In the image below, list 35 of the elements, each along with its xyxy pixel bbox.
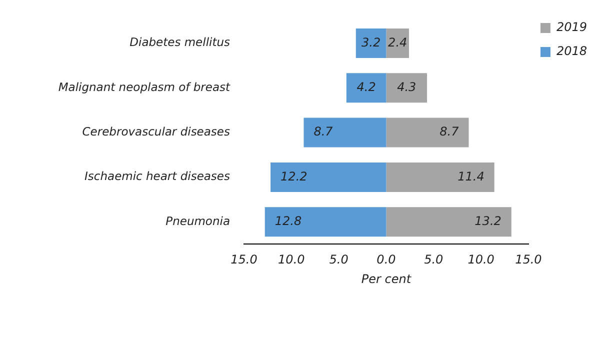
- x-tick-label: 5.0: [329, 252, 349, 267]
- x-tick-label: 0.0: [376, 252, 396, 267]
- data-label: 3.2: [362, 35, 381, 50]
- bar: [386, 207, 512, 237]
- bar: [304, 118, 386, 148]
- bar: [270, 162, 386, 192]
- y-tick-label: Pneumonia: [166, 214, 230, 228]
- bar: [386, 162, 494, 192]
- x-tick-label: 15.0: [230, 252, 258, 267]
- data-label: 8.7: [440, 124, 460, 139]
- data-label: 8.7: [314, 124, 334, 139]
- data-label: 13.2: [474, 214, 502, 228]
- data-label: 2.4: [388, 35, 408, 50]
- legend-label: 2019: [556, 20, 588, 34]
- y-tick-label: Ischaemic heart diseases: [84, 169, 230, 184]
- bar: [264, 207, 386, 237]
- bar: [386, 28, 409, 58]
- x-tick-label: 10.0: [278, 252, 306, 267]
- legend-label: 2018: [556, 44, 588, 58]
- data-label: 4.2: [356, 80, 376, 94]
- bar: [356, 28, 386, 58]
- y-tick-label: Cerebrovascular diseases: [82, 124, 230, 139]
- data-label: 12.8: [274, 214, 302, 228]
- y-tick-label: Diabetes mellitus: [130, 35, 230, 50]
- bar: [386, 118, 469, 148]
- bar: [346, 73, 386, 103]
- x-tick-label: 5.0: [424, 252, 444, 267]
- x-tick-label: 10.0: [468, 252, 495, 267]
- data-label: 12.2: [280, 169, 308, 184]
- x-axis-title: Per cent: [361, 272, 412, 286]
- x-tick-label: 15.0: [515, 252, 542, 267]
- data-label: 4.3: [397, 80, 416, 94]
- bar: [386, 73, 428, 103]
- y-tick-label: Malignant neoplasm of breast: [58, 80, 230, 94]
- data-label: 11.4: [458, 169, 484, 184]
